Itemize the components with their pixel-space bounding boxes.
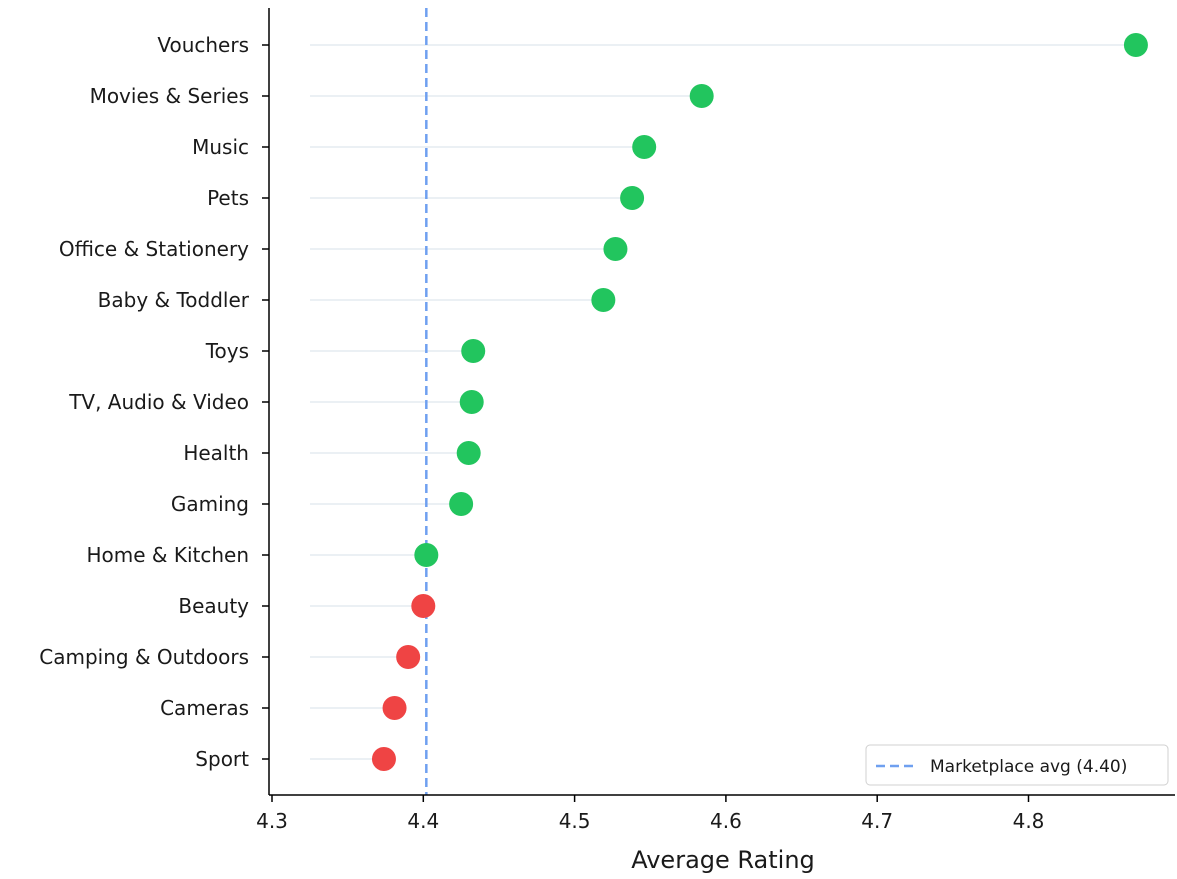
data-point <box>371 747 396 771</box>
y-axis-ticks: Vouchers Movies & Series Music Pets Office &… <box>39 33 269 771</box>
data-point <box>456 441 481 465</box>
x-tick-label: 4.8 <box>1013 809 1045 833</box>
data-point <box>620 186 645 210</box>
category-label: Beauty <box>178 594 249 618</box>
legend-box <box>865 744 1169 786</box>
category-label: Home & Kitchen <box>86 543 249 567</box>
category-label: Cameras <box>160 696 249 720</box>
x-tick-label: 4.6 <box>710 809 742 833</box>
category-label: Vouchers <box>157 33 249 57</box>
category-label: Pets <box>207 186 249 210</box>
x-tick-label: 4.7 <box>861 809 893 833</box>
x-tick-label: 4.4 <box>407 809 439 833</box>
data-point <box>449 492 474 516</box>
data-point <box>414 543 439 567</box>
data-point <box>382 696 407 720</box>
category-label: Camping & Outdoors <box>39 645 249 669</box>
data-point <box>603 237 628 261</box>
category-label: Office & Stationery <box>59 237 249 261</box>
data-point <box>459 390 484 414</box>
data-point <box>689 84 714 108</box>
stem-lines <box>310 44 1136 760</box>
data-points <box>371 33 1148 771</box>
category-label: Baby & Toddler <box>98 288 250 312</box>
data-point <box>632 135 657 159</box>
x-axis-label: Average Rating <box>631 846 815 874</box>
data-point <box>1123 33 1148 57</box>
x-tick-label: 4.3 <box>256 809 288 833</box>
data-point <box>461 339 486 363</box>
x-tick-label: 4.5 <box>559 809 591 833</box>
legend: Marketplace avg (4.40) <box>865 744 1169 786</box>
x-axis-ticks: 4.3 4.4 4.5 4.6 4.7 4.8 <box>256 795 1044 833</box>
category-label: Sport <box>195 747 249 771</box>
category-label: Music <box>192 135 249 159</box>
category-label: Health <box>183 441 249 465</box>
category-label: Movies & Series <box>90 84 249 108</box>
category-label: Toys <box>205 339 249 363</box>
data-point <box>591 288 616 312</box>
data-point <box>411 594 436 618</box>
data-point <box>396 645 421 669</box>
category-label: Gaming <box>171 492 249 516</box>
legend-entry-label: Marketplace avg (4.40) <box>930 757 1127 777</box>
category-label: TV, Audio & Video <box>68 390 249 414</box>
